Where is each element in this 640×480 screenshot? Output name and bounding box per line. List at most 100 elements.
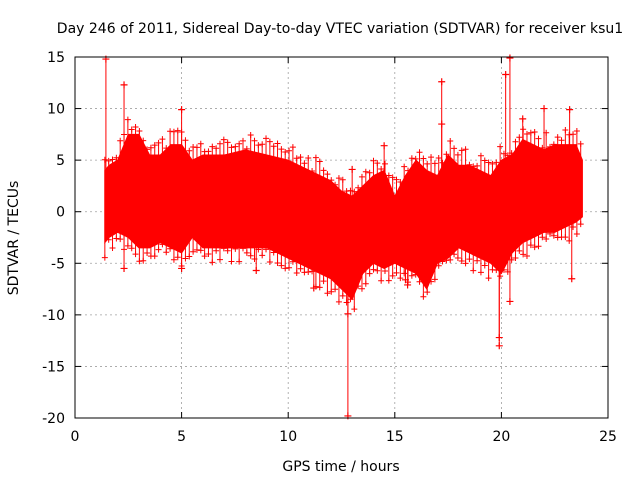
y-tick-label: 15 [47, 50, 65, 66]
data-point [147, 144, 154, 151]
data-point [374, 160, 381, 167]
data-point-outlier [380, 142, 388, 150]
data-point [428, 278, 435, 285]
data-point [462, 260, 469, 267]
data-point [570, 223, 577, 230]
data-point [358, 173, 365, 180]
data-point [493, 267, 500, 274]
data-point-outlier [120, 264, 128, 272]
data-point [305, 154, 312, 161]
data-point [366, 270, 373, 277]
data-point [573, 230, 580, 237]
data-point [355, 283, 362, 290]
axes-layer: 0 5 10 15 20 25 -20 -15 -10 -5 0 5 10 15 [42, 50, 617, 445]
data-point [381, 160, 388, 167]
data-point [236, 258, 243, 265]
data-envelope-fill [104, 133, 583, 301]
data-point [516, 134, 523, 141]
data-point [312, 154, 319, 161]
x-axis-label: GPS time / hours [282, 459, 399, 475]
data-point [535, 243, 542, 250]
data-point [393, 176, 400, 183]
data-envelope-layer [101, 116, 584, 313]
data-point [466, 161, 473, 168]
data-point [435, 155, 442, 162]
data-point [109, 244, 116, 251]
data-point [151, 142, 158, 149]
data-point [531, 244, 538, 251]
data-point [489, 160, 496, 167]
data-point [527, 242, 534, 249]
data-point [408, 155, 415, 162]
data-point [412, 271, 419, 278]
data-point-outlier [519, 115, 527, 123]
data-point [389, 272, 396, 279]
data-point [232, 245, 239, 252]
data-point [220, 245, 227, 252]
data-point [401, 163, 408, 170]
data-point [282, 265, 289, 272]
data-point [144, 146, 151, 153]
data-point-outlier [566, 106, 574, 114]
data-point [485, 159, 492, 166]
data-point [224, 139, 231, 146]
x-tick-label: 10 [279, 429, 297, 445]
data-point [435, 262, 442, 269]
data-point [220, 136, 227, 143]
data-point [420, 155, 427, 162]
data-point [351, 306, 358, 313]
data-point [416, 149, 423, 156]
x-tick-label: 5 [177, 429, 186, 445]
data-point [186, 147, 193, 154]
data-point [170, 128, 177, 135]
y-tick-label: 0 [56, 205, 65, 221]
data-point [550, 141, 557, 148]
data-point [240, 137, 247, 144]
data-point [378, 277, 385, 284]
data-point-outlier [438, 78, 446, 86]
data-point [370, 157, 377, 164]
data-point [385, 172, 392, 179]
data-point [447, 256, 454, 263]
data-point [539, 234, 546, 241]
data-point [523, 131, 530, 138]
data-point [320, 278, 327, 285]
y-tick-label: 5 [56, 153, 65, 169]
data-point [128, 245, 135, 252]
data-point [170, 256, 177, 263]
data-point [201, 253, 208, 260]
data-point [558, 137, 565, 144]
data-point [462, 146, 469, 153]
data-point [205, 251, 212, 258]
data-point [547, 230, 554, 237]
data-point [213, 247, 220, 254]
data-point [316, 284, 323, 291]
data-point [424, 160, 431, 167]
data-point [301, 160, 308, 167]
data-point [132, 251, 139, 258]
data-point [401, 270, 408, 277]
data-point [497, 143, 504, 150]
data-point [228, 258, 235, 265]
data-point [389, 174, 396, 181]
data-point [197, 247, 204, 254]
data-point [335, 175, 342, 182]
data-point [343, 299, 350, 306]
data-point-outlier [348, 165, 356, 173]
y-tick-label: -20 [42, 411, 65, 427]
data-point-outlier [495, 334, 503, 342]
data-point [270, 249, 277, 256]
y-tick-label: -15 [42, 359, 65, 375]
data-point [167, 245, 174, 252]
data-point [439, 159, 446, 166]
data-point [562, 234, 569, 241]
data-point [332, 286, 339, 293]
x-tick-label: 15 [386, 429, 404, 445]
data-point [163, 249, 170, 256]
data-point [454, 255, 461, 262]
data-point [458, 258, 465, 265]
data-point [477, 152, 484, 159]
data-point [274, 260, 281, 267]
data-point-outlier [178, 106, 186, 114]
x-tick-label: 20 [492, 429, 510, 445]
